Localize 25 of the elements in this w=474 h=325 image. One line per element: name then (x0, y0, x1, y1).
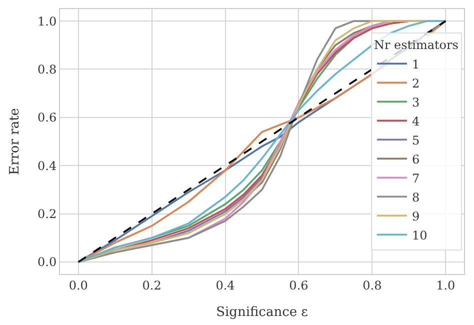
y-tick-label: 0.6 (38, 110, 57, 125)
legend-label: 6 (412, 152, 420, 166)
x-tick-label: 0.4 (216, 278, 236, 292)
x-tick-label: 0.6 (289, 278, 308, 292)
x-tick-label: 0.2 (142, 278, 162, 292)
legend-label: 9 (412, 209, 420, 224)
y-tick-label: 0.0 (38, 255, 57, 270)
y-tick-label: 0.2 (38, 206, 57, 221)
legend-label: 7 (412, 171, 420, 186)
legend-title: Nr estimators (374, 38, 458, 52)
x-axis-title: Significance ε (216, 305, 308, 320)
x-tick-label: 0.8 (362, 278, 382, 292)
legend-label: 2 (412, 76, 420, 90)
legend-label: 8 (412, 190, 420, 204)
x-tick-label: 0.0 (68, 278, 88, 292)
y-tick-label: 0.4 (38, 158, 57, 173)
legend-label: 10 (412, 228, 428, 242)
y-tick-label: 1.0 (38, 14, 57, 28)
legend-label: 5 (412, 133, 420, 148)
legend-label: 4 (412, 114, 420, 128)
y-tick-label: 0.8 (38, 62, 57, 76)
y-axis-title: Error rate (7, 108, 22, 175)
legend-label: 1 (412, 57, 420, 72)
legend-label: 3 (412, 95, 420, 110)
x-tick-label: 1.0 (436, 278, 456, 292)
